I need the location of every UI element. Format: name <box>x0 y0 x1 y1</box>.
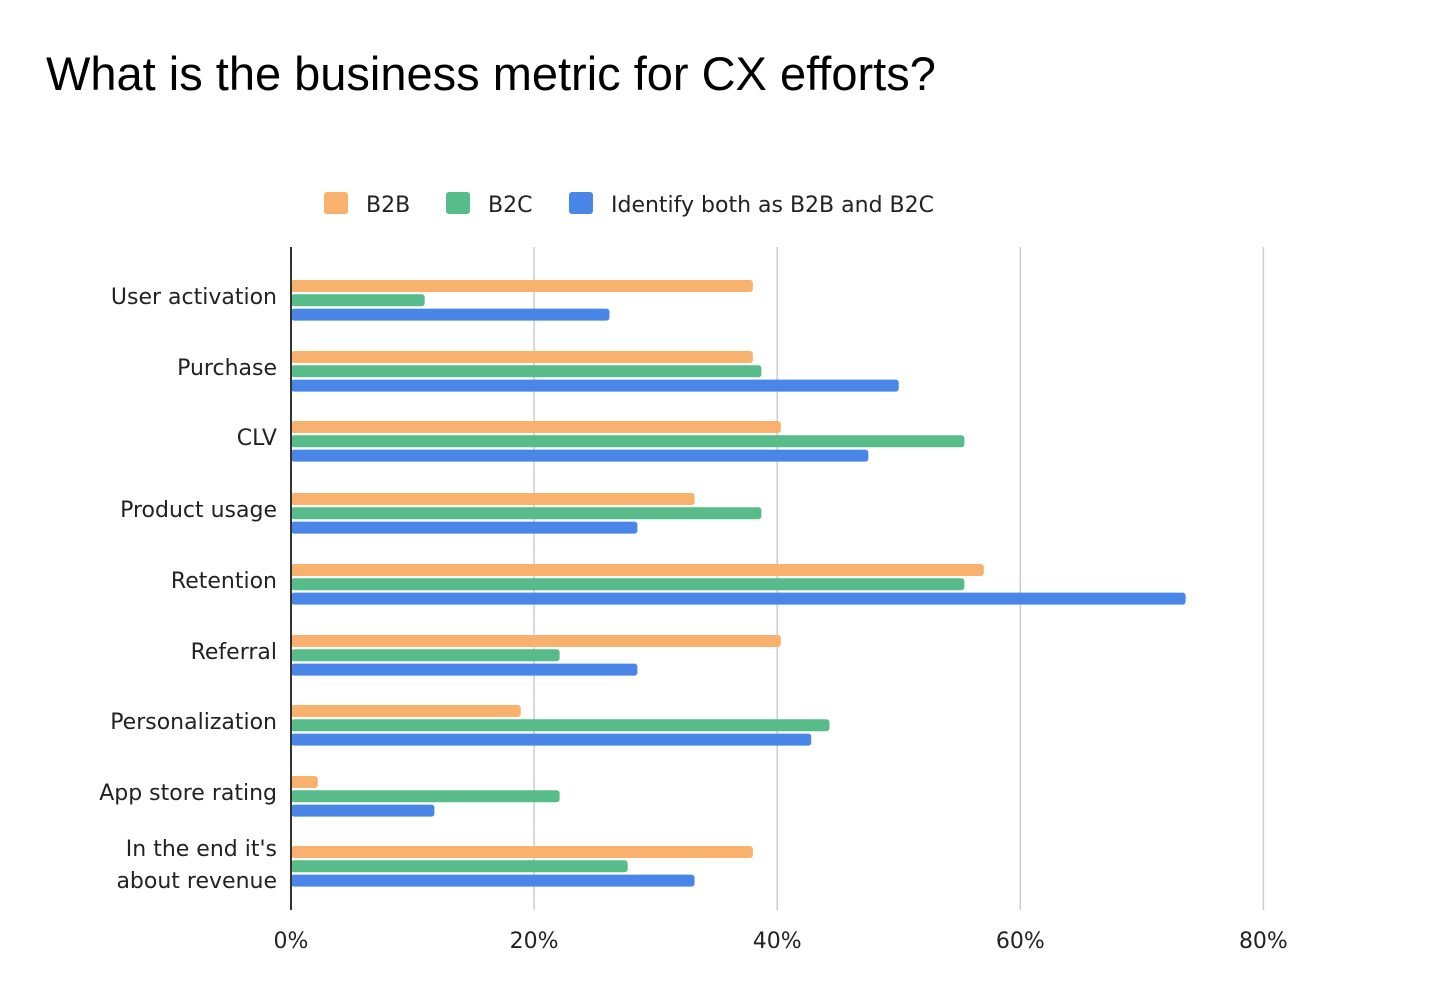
bar-b2b <box>291 421 781 433</box>
bar-identify-both-as-b2b-and-b2c <box>291 804 435 817</box>
legend-swatch <box>324 192 348 214</box>
bar-identify-both-as-b2b-and-b2c <box>291 874 695 887</box>
legend-label: B2B <box>366 193 410 218</box>
y-category-label: Purchase <box>177 356 277 381</box>
bar-b2c <box>291 649 560 662</box>
legend-swatch <box>569 192 593 214</box>
bar-b2c <box>291 860 628 873</box>
y-category-label: CLV <box>237 426 277 451</box>
bar-identify-both-as-b2b-and-b2c <box>291 733 812 746</box>
bar-identify-both-as-b2b-and-b2c <box>291 663 638 676</box>
bar-identify-both-as-b2b-and-b2c <box>291 449 869 462</box>
y-category-label: Personalization <box>110 710 277 735</box>
y-category-label: App store rating <box>99 781 277 806</box>
bar-b2b <box>291 776 318 788</box>
bar-b2b <box>291 564 984 576</box>
bar-b2b <box>291 705 521 717</box>
bar-b2c <box>291 790 560 803</box>
bar-identify-both-as-b2b-and-b2c <box>291 521 638 534</box>
y-category-label: Retention <box>171 569 277 594</box>
y-category-label: Product usage <box>120 498 277 523</box>
bar-b2c <box>291 435 965 448</box>
bar-b2c <box>291 507 762 520</box>
bar-b2c <box>291 365 762 378</box>
bar-b2c <box>291 294 425 307</box>
bar-identify-both-as-b2b-and-b2c <box>291 379 899 392</box>
bar-identify-both-as-b2b-and-b2c <box>291 592 1186 605</box>
legend-swatch <box>446 192 470 214</box>
bar-b2b <box>291 351 753 363</box>
y-category-label: Referral <box>191 640 277 665</box>
legend-label: Identify both as B2B and B2C <box>611 193 934 218</box>
bar-b2b <box>291 846 753 858</box>
bar-b2b <box>291 493 695 505</box>
bar-b2b <box>291 635 781 647</box>
bar-b2c <box>291 578 965 591</box>
x-tick-label: 40% <box>753 929 802 954</box>
chart-title: What is the business metric for CX effor… <box>46 47 936 100</box>
bar-b2c <box>291 719 830 732</box>
bar-b2b <box>291 280 753 292</box>
x-tick-label: 20% <box>510 929 559 954</box>
x-tick-label: 0% <box>274 929 309 954</box>
bar-identify-both-as-b2b-and-b2c <box>291 308 610 321</box>
y-category-label: In the end it's about revenue <box>116 837 277 894</box>
x-tick-label: 60% <box>996 929 1045 954</box>
x-tick-label: 80% <box>1239 929 1288 954</box>
legend-label: B2C <box>488 193 532 218</box>
y-category-label: User activation <box>111 285 277 310</box>
